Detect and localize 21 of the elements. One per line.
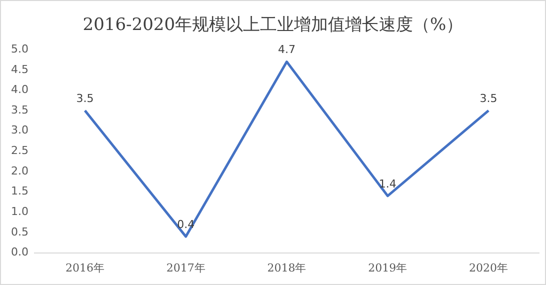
x-tick-label: 2018年 xyxy=(267,261,306,274)
x-tick-label: 2017年 xyxy=(166,261,206,274)
x-tick-label: 2020年 xyxy=(469,261,508,274)
y-tick-label: 2.5 xyxy=(10,144,28,158)
y-tick-label: 5.0 xyxy=(10,42,28,56)
chart-title: 2016-2020年规模以上工业增加值增长速度（%） xyxy=(82,14,464,36)
y-tick-label: 3.5 xyxy=(10,103,28,116)
data-label: 3.5 xyxy=(480,92,498,105)
data-label: 4.7 xyxy=(278,43,296,56)
x-tick-label: 2019年 xyxy=(368,261,408,274)
data-label: 1.4 xyxy=(378,177,396,190)
y-tick-label: 1.0 xyxy=(10,205,28,218)
y-tick-label: 4.5 xyxy=(10,62,28,76)
y-tick-label: 3.0 xyxy=(10,124,28,137)
data-label: 3.5 xyxy=(76,92,94,105)
y-tick-label: 0.5 xyxy=(10,225,28,238)
y-tick-label: 4.0 xyxy=(10,83,28,96)
y-tick-label: 0.0 xyxy=(10,246,28,259)
x-tick-label: 2016年 xyxy=(65,261,104,274)
y-tick-label: 2.0 xyxy=(10,164,28,178)
y-tick-label: 1.5 xyxy=(10,184,28,198)
